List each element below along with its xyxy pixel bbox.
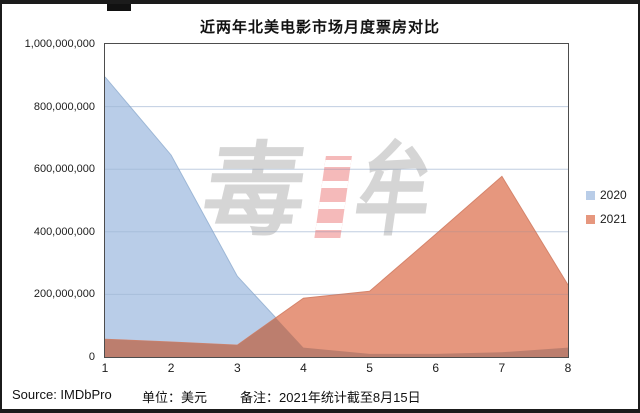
footer-unit-label: 单位：美元 bbox=[142, 390, 208, 405]
legend-swatch-2020 bbox=[586, 190, 595, 200]
y-axis-tick-label: 1,000,000,000 bbox=[24, 38, 95, 50]
plot-area: 毒 牟 bbox=[104, 43, 569, 358]
x-axis-tick-label: 4 bbox=[300, 361, 307, 375]
x-axis-tick-label: 5 bbox=[366, 361, 373, 375]
footer-note: 备注：2021年统计截至8月15日 bbox=[240, 390, 421, 405]
legend-label-2021: 2021 bbox=[600, 212, 627, 226]
area-layer-2021 bbox=[105, 106, 568, 357]
area-2020 bbox=[105, 76, 568, 357]
y-axis-tick-label: 800,000,000 bbox=[33, 100, 95, 113]
x-axis-tick-label: 2 bbox=[167, 361, 175, 375]
x-axis-tick-label: 1 bbox=[101, 361, 109, 375]
chart-title: 近两年北美电影市场月度票房对比 bbox=[199, 19, 440, 36]
legend: 2020 2021 bbox=[586, 188, 627, 236]
x-axis-tick-label: 8 bbox=[564, 361, 572, 375]
area-overlap bbox=[105, 317, 568, 357]
top-notch-decoration bbox=[107, 4, 131, 11]
legend-item-2021: 2021 bbox=[586, 212, 627, 226]
y-axis-tick-label: 400,000,000 bbox=[33, 225, 95, 238]
legend-label-2020: 2020 bbox=[600, 188, 627, 202]
footer-source: Source: IMDbPro bbox=[12, 387, 112, 402]
x-axis-tick-label: 7 bbox=[498, 361, 506, 375]
watermark-eye-block bbox=[305, 146, 361, 248]
y-axis-tick-label: 600,000,000 bbox=[33, 163, 95, 176]
y-axis-tick-label: 200,000,000 bbox=[33, 288, 95, 301]
watermark-char-mou: 牟 bbox=[347, 134, 440, 248]
area-layer-2020 bbox=[105, 76, 568, 357]
watermark-dumou: 毒 牟 bbox=[195, 134, 466, 258]
watermark-char-du: 毒 bbox=[195, 134, 314, 248]
x-axis-tick-label: 6 bbox=[432, 361, 440, 375]
area-2021 bbox=[105, 176, 568, 357]
x-axis-tick-label: 3 bbox=[233, 361, 241, 375]
legend-swatch-2021 bbox=[586, 214, 595, 224]
legend-item-2020: 2020 bbox=[586, 188, 627, 202]
y-axis-tick-label: 0 bbox=[88, 351, 95, 363]
